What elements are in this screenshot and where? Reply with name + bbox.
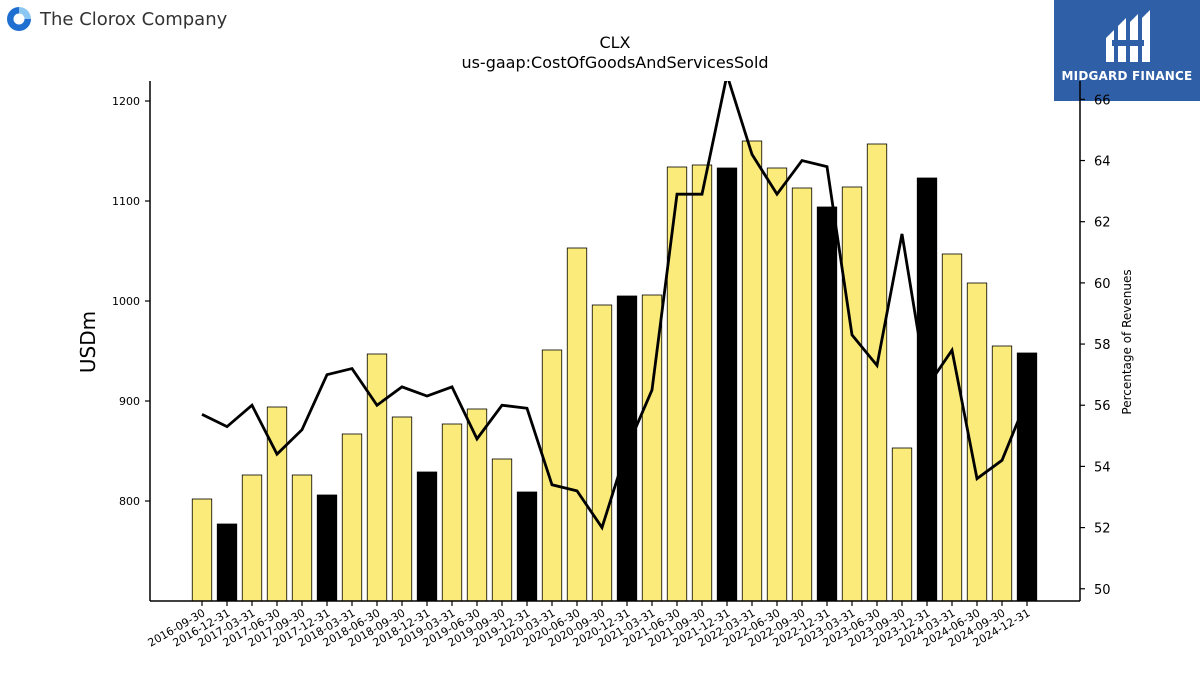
bar: [666, 166, 688, 602]
bar: [891, 447, 913, 602]
bar: [541, 349, 563, 602]
bar: [366, 353, 388, 602]
bar: [766, 167, 788, 602]
bar: [916, 177, 938, 602]
bar: [491, 458, 513, 602]
bar: [191, 498, 213, 602]
bar: [216, 523, 238, 602]
y2-tick-label: 66: [1094, 93, 1111, 108]
y2-tick-label: 58: [1094, 338, 1111, 353]
y2-tick-label: 50: [1094, 583, 1111, 598]
bar: [316, 494, 338, 602]
y2-tick-label: 54: [1094, 460, 1111, 475]
y2-tick-label: 64: [1094, 155, 1111, 170]
bar: [1016, 352, 1038, 602]
bar: [741, 140, 763, 602]
clorox-logo-icon: [7, 7, 31, 31]
series-line: [201, 81, 1029, 531]
y-tick-label: 1000: [112, 295, 140, 308]
y-tick-label: 1200: [112, 95, 140, 108]
bar: [816, 206, 838, 602]
bar: [941, 253, 963, 602]
bar: [441, 423, 463, 602]
y-tick-label: 900: [119, 395, 140, 408]
chart-title: CLX: [599, 33, 630, 52]
bar: [341, 433, 363, 602]
bar: [566, 247, 588, 602]
brand-badge: MIDGARD FINANCE: [1054, 0, 1200, 101]
y-tick-label: 1100: [112, 195, 140, 208]
bar: [391, 416, 413, 602]
midgard-logo-icon: [1106, 10, 1150, 62]
bar: [791, 187, 813, 602]
y-tick-label: 800: [119, 495, 140, 508]
y2-tick-label: 60: [1094, 277, 1111, 292]
company-header: The Clorox Company: [5, 4, 227, 34]
bar: [991, 345, 1013, 602]
bar: [591, 304, 613, 602]
bar: [516, 491, 538, 602]
bar: [716, 167, 738, 602]
bar: [416, 471, 438, 602]
y2-tick-label: 56: [1094, 399, 1111, 414]
y-axis-label: USDm: [76, 311, 100, 373]
bar: [866, 143, 888, 602]
bar: [266, 406, 288, 602]
bar: [291, 474, 313, 602]
bar: [841, 186, 863, 602]
y2-tick-label: 62: [1094, 216, 1111, 231]
brand-name: MIDGARD FINANCE: [1061, 69, 1193, 83]
y2-axis-label: Percentage of Revenues: [1120, 269, 1134, 414]
bar: [691, 164, 713, 602]
company-name: The Clorox Company: [40, 8, 228, 30]
bar: [241, 474, 263, 602]
chart-subtitle: us-gaap:CostOfGoodsAndServicesSold: [461, 53, 768, 72]
y2-tick-label: 52: [1094, 522, 1111, 537]
